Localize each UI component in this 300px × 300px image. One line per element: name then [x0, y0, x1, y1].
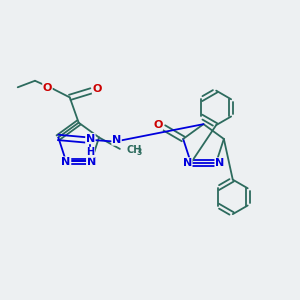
Text: N: N	[61, 157, 71, 167]
Text: N: N	[183, 158, 192, 168]
Text: O: O	[43, 82, 52, 93]
Text: H: H	[86, 147, 94, 157]
Text: CH: CH	[126, 146, 142, 155]
Text: O: O	[153, 120, 163, 130]
Text: N: N	[86, 134, 95, 144]
Text: N: N	[112, 135, 121, 145]
Text: O: O	[92, 84, 102, 94]
Text: N: N	[215, 158, 224, 168]
Text: 3: 3	[137, 148, 142, 157]
Text: N: N	[87, 157, 96, 167]
